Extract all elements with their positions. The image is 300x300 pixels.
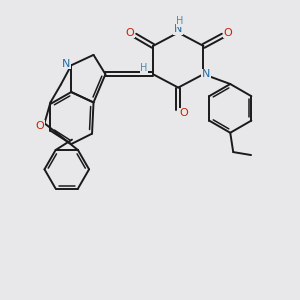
Text: O: O (224, 28, 233, 38)
Text: O: O (179, 108, 188, 118)
Text: N: N (174, 24, 182, 34)
Text: H: H (140, 63, 148, 73)
Text: H: H (176, 16, 183, 26)
Text: N: N (62, 59, 70, 69)
Text: O: O (36, 121, 44, 130)
Text: N: N (202, 69, 210, 79)
Text: O: O (125, 28, 134, 38)
